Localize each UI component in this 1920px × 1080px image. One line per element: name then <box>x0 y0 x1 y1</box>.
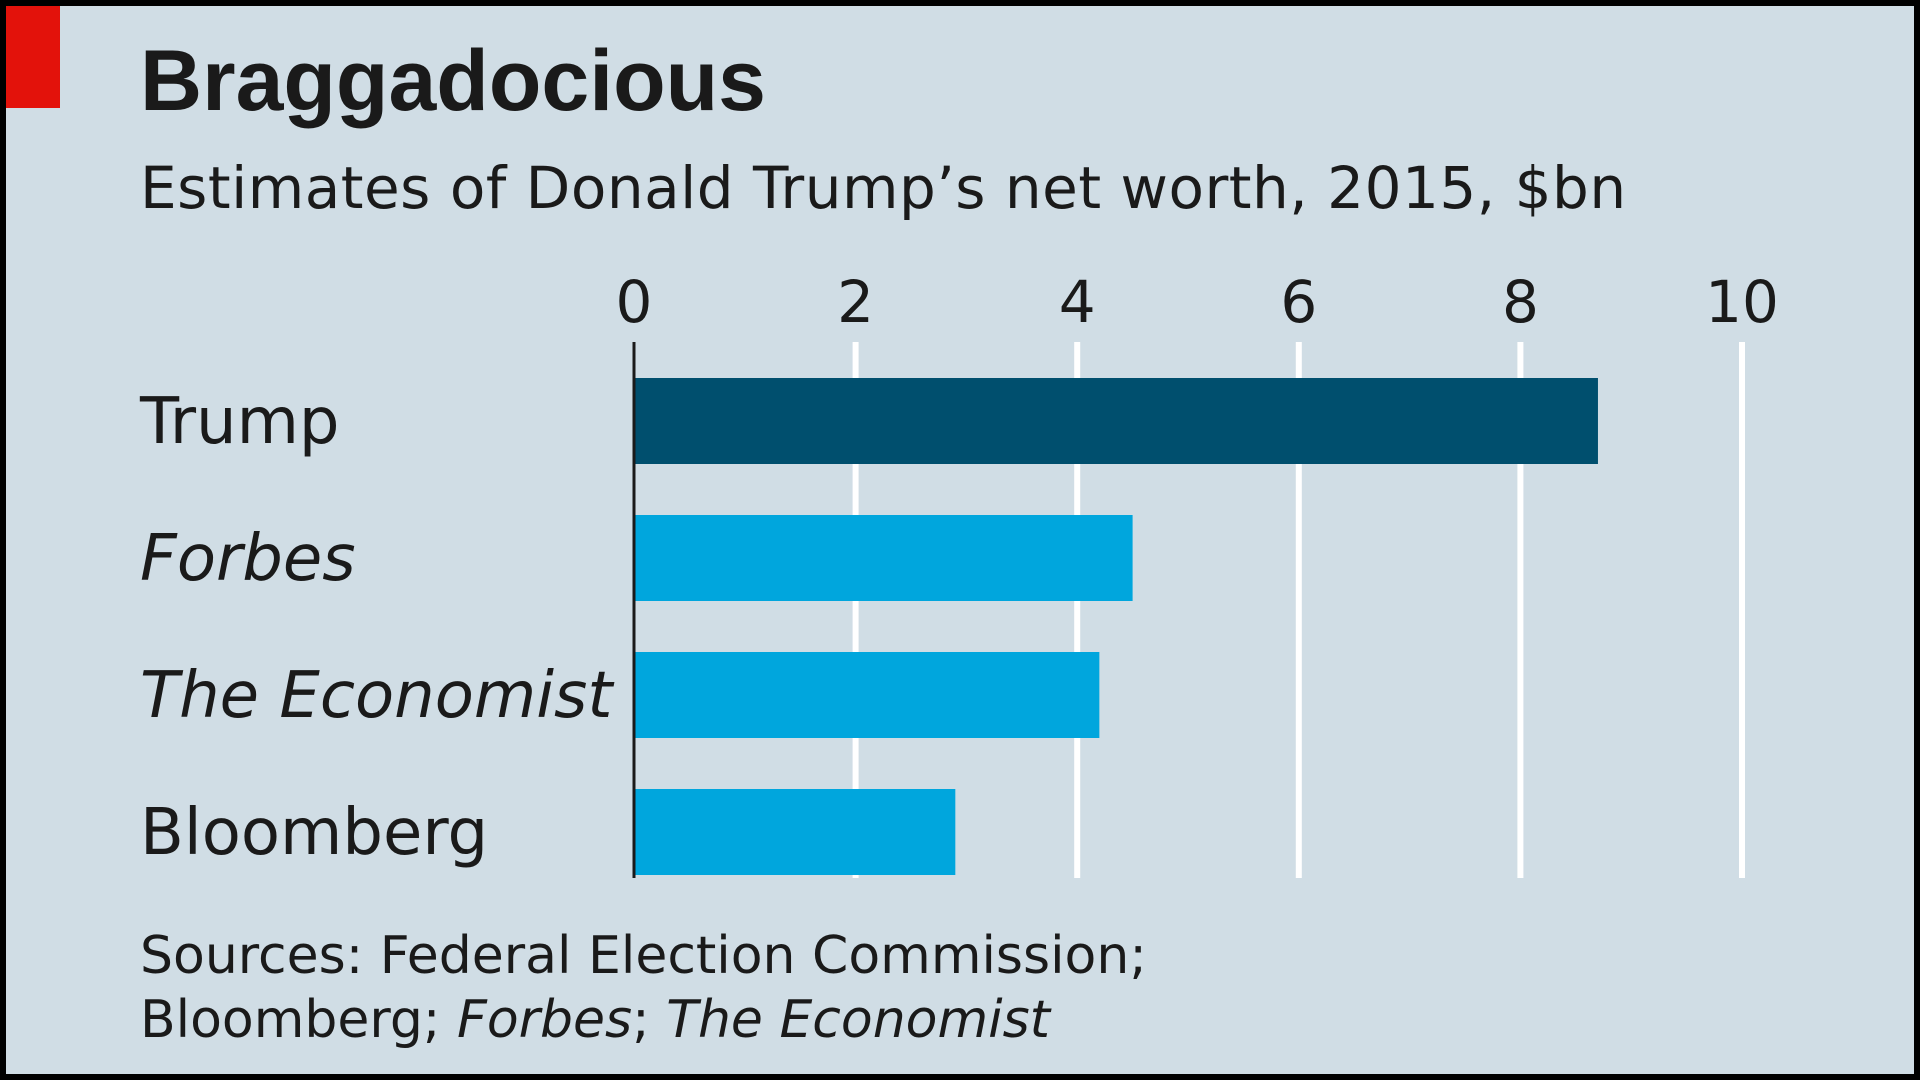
x-tick-label-6: 6 <box>1280 268 1317 336</box>
source-line-2: Bloomberg; Forbes; The Economist <box>140 988 1147 1052</box>
source-note: Sources: Federal Election Commission; Bl… <box>140 924 1147 1052</box>
x-tick-label-4: 4 <box>1059 268 1096 336</box>
x-tick-label-10: 10 <box>1705 268 1779 336</box>
bar-chart: 0 2 4 6 8 10 Trump Forbes The Economist Bloomberg <box>139 268 1779 878</box>
category-label-bloomberg: Bloomberg <box>140 796 488 870</box>
category-label-forbes: Forbes <box>140 522 356 596</box>
bar-trump <box>634 378 1598 464</box>
chart-frame: Braggadocious Estimates of Donald Trump’… <box>6 6 1914 1074</box>
bar-the-economist <box>634 652 1100 738</box>
category-label-the-economist: The Economist <box>140 659 615 733</box>
bar-forbes <box>634 515 1133 601</box>
source-separator: ; <box>632 990 667 1050</box>
chart-subtitle: Estimates of Donald Trump’s net worth, 2… <box>140 154 1627 222</box>
x-tick-label-0: 0 <box>616 268 653 336</box>
category-label-trump: Trump <box>139 385 340 459</box>
source-forbes: Forbes <box>456 990 633 1050</box>
red-tag <box>6 6 60 108</box>
x-tick-label-8: 8 <box>1502 268 1539 336</box>
bar-bloomberg <box>634 789 956 875</box>
source-economist: The Economist <box>666 990 1051 1050</box>
source-line-1: Sources: Federal Election Commission; <box>140 926 1147 986</box>
source-bloomberg: Bloomberg; <box>140 990 457 1050</box>
chart-title: Braggadocious <box>140 33 766 129</box>
x-tick-label-2: 2 <box>837 268 874 336</box>
